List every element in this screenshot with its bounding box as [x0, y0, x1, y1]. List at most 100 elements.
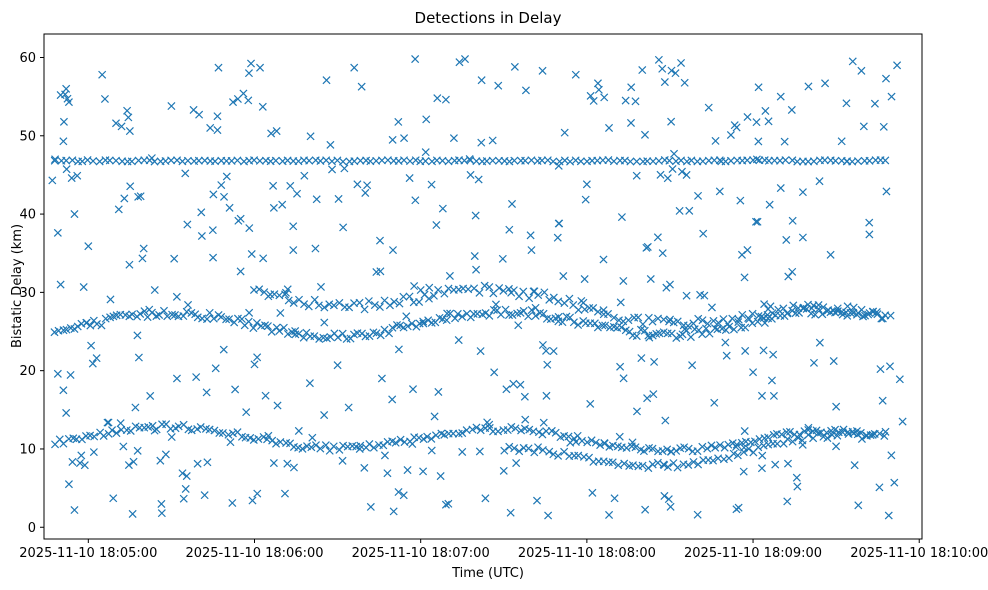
data-point: [255, 285, 264, 294]
data-point: [789, 301, 798, 310]
data-point: [634, 313, 643, 322]
data-point: [510, 444, 519, 453]
data-point: [723, 319, 732, 328]
data-point: [298, 444, 307, 453]
data-point: [542, 346, 551, 355]
data-point: [434, 285, 443, 294]
data-point: [490, 368, 499, 377]
data-point: [887, 451, 896, 460]
data-point: [531, 303, 540, 312]
data-point: [394, 345, 403, 354]
data-point: [732, 440, 741, 449]
data-point: [369, 443, 378, 452]
data-point: [667, 117, 676, 126]
data-point: [726, 130, 735, 140]
data-point: [724, 440, 733, 449]
data-point: [485, 420, 494, 429]
data-point: [501, 305, 510, 314]
data-point: [250, 360, 259, 369]
data-point: [84, 242, 93, 251]
data-point: [711, 136, 720, 145]
data-point: [89, 448, 98, 457]
data-point: [608, 458, 617, 467]
data-point: [788, 156, 797, 165]
data-point: [316, 444, 325, 453]
data-point: [750, 437, 759, 446]
data-point: [843, 157, 852, 166]
data-point: [703, 319, 712, 328]
data-point: [248, 496, 257, 505]
data-point: [376, 267, 385, 276]
data-point: [174, 422, 183, 431]
data-point: [333, 333, 342, 342]
data-point: [654, 55, 663, 64]
data-point: [184, 300, 193, 309]
data-point: [259, 432, 268, 442]
data-point: [338, 157, 348, 166]
data-point: [125, 260, 134, 269]
data-point: [853, 157, 862, 166]
data-point: [249, 324, 258, 333]
data-point: [534, 443, 543, 452]
data-point: [329, 301, 338, 310]
data-point: [886, 311, 895, 320]
data-point: [53, 369, 62, 378]
data-point: [411, 55, 420, 64]
data-point: [88, 359, 97, 368]
y-axis-label: Bistatic Delay (km): [10, 224, 25, 348]
data-point: [356, 441, 365, 450]
data-point: [104, 418, 113, 427]
data-point: [538, 66, 547, 75]
data-point: [773, 439, 782, 448]
data-point: [89, 156, 98, 166]
data-point: [525, 294, 534, 303]
data-point: [269, 181, 278, 190]
data-point: [664, 495, 673, 504]
data-point: [427, 180, 436, 189]
data-point: [580, 305, 589, 314]
data-point: [422, 115, 431, 124]
data-point: [714, 318, 723, 327]
data-point: [379, 441, 388, 450]
data-point: [430, 412, 439, 421]
data-point: [520, 392, 529, 401]
data-point: [544, 511, 553, 520]
data-point: [837, 137, 846, 146]
data-point: [521, 156, 530, 165]
data-point: [565, 313, 575, 322]
data-point: [80, 461, 89, 470]
data-point: [732, 123, 741, 132]
data-point: [403, 322, 412, 331]
data-point: [59, 137, 68, 146]
data-point: [306, 132, 315, 141]
data-point: [715, 187, 724, 196]
data-point: [878, 396, 887, 405]
data-point: [97, 321, 106, 330]
data-point: [335, 298, 344, 307]
data-point: [431, 431, 440, 440]
x-tick-label: 2025-11-10 18:10:00: [850, 546, 988, 561]
data-point: [116, 419, 125, 428]
data-point: [521, 86, 530, 95]
data-point: [123, 106, 132, 115]
data-point: [549, 347, 558, 356]
y-tick-label: 20: [19, 364, 36, 379]
data-point: [704, 103, 713, 112]
data-point: [682, 291, 691, 300]
data-point: [736, 196, 745, 205]
data-point: [639, 447, 648, 456]
data-point: [495, 283, 504, 293]
data-point: [98, 70, 107, 79]
data-point: [600, 439, 609, 448]
data-point: [694, 314, 703, 323]
data-point: [833, 304, 842, 313]
data-point: [300, 300, 309, 309]
data-point: [594, 85, 603, 94]
data-point: [310, 332, 319, 341]
data-point: [320, 411, 329, 420]
data-point: [294, 426, 303, 435]
data-point: [626, 157, 635, 166]
data-point: [658, 249, 667, 258]
data-point: [108, 426, 117, 435]
data-point: [632, 157, 641, 166]
